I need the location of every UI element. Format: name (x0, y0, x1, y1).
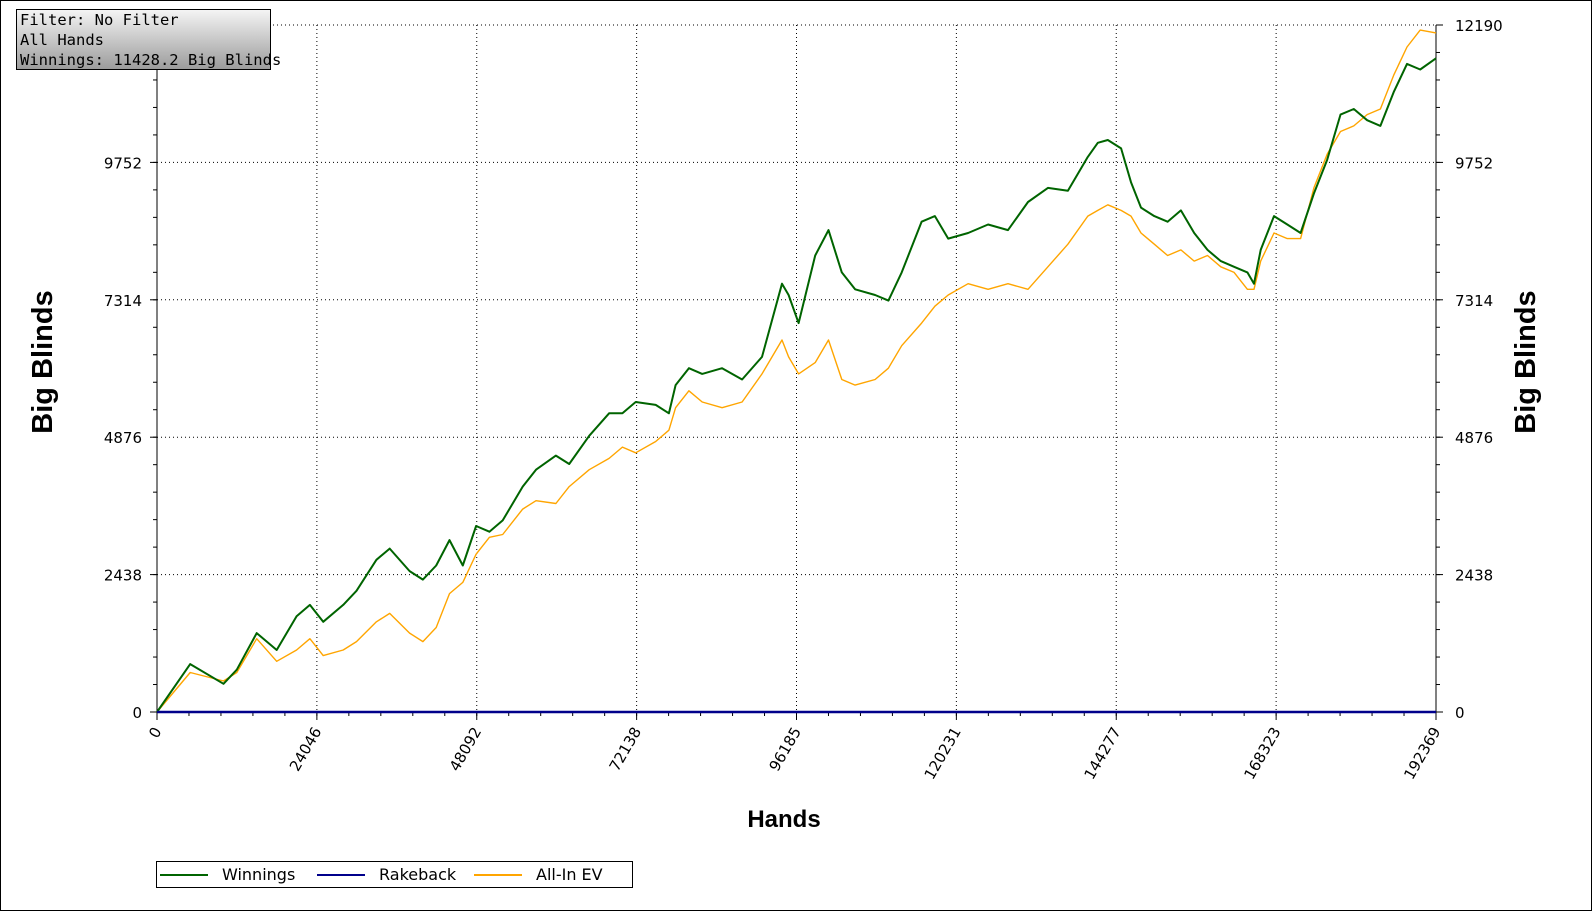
legend-swatch-winnings (160, 873, 208, 876)
winnings-summary: Winnings: 11428.2 Big Blinds (20, 51, 282, 69)
y-axis-label-right: Big Blinds (1510, 290, 1542, 433)
x-axis-label: Hands (747, 806, 820, 833)
x-tick-label: 48092 (446, 724, 485, 774)
info-box: Filter: No Filter All Hands Winnings: 11… (16, 9, 282, 70)
filter-text: Filter: No Filter (20, 11, 179, 29)
x-tick-label: 144277 (1080, 724, 1124, 783)
x-tick-label: 24046 (286, 724, 325, 774)
legend: Winnings Rakeback All-In EV (156, 861, 633, 888)
y-tick-label-left: 9752 (104, 154, 142, 172)
legend-item-allin-ev: All-In EV (474, 862, 603, 887)
hands-filter-text: All Hands (20, 31, 104, 49)
series-line-all-in-ev (156, 29, 1437, 713)
x-tick-label: 96185 (766, 724, 805, 774)
y-axis-label-left: Big Blinds (27, 290, 59, 433)
legend-item-rakeback: Rakeback (317, 862, 456, 887)
y-tick-label-left: 2438 (104, 567, 142, 585)
y-tick-label-right: 0 (1455, 704, 1465, 722)
y-tick-label-left: 0 (132, 704, 142, 722)
legend-label-rakeback: Rakeback (379, 865, 457, 884)
y-tick-label-right: 12190 (1455, 17, 1503, 35)
legend-item-winnings: Winnings (160, 862, 295, 887)
legend-label-allin-ev: All-In EV (536, 865, 603, 884)
y-tick-label-right: 7314 (1455, 292, 1493, 310)
x-tick-label: 120231 (921, 724, 965, 783)
series (156, 29, 1437, 714)
legend-swatch-rakeback (317, 873, 365, 876)
grid (157, 24, 1436, 712)
series-line-winnings (156, 57, 1437, 713)
y-tick-label-right: 9752 (1455, 154, 1493, 172)
y-tick-label-left: 4876 (104, 429, 142, 447)
x-tick-label: 72138 (606, 724, 645, 774)
x-tick-label: 0 (145, 724, 165, 741)
y-tick-label-right: 4876 (1455, 429, 1493, 447)
legend-label-winnings: Winnings (222, 865, 296, 884)
x-tick-label: 192369 (1400, 724, 1444, 783)
y-tick-label-right: 2438 (1455, 567, 1493, 585)
x-tick-label: 168323 (1240, 724, 1284, 783)
axes: 0024382438487648767314731497529752121901… (94, 17, 1502, 783)
y-tick-label-left: 7314 (104, 292, 142, 310)
legend-swatch-allin-ev (474, 873, 522, 876)
